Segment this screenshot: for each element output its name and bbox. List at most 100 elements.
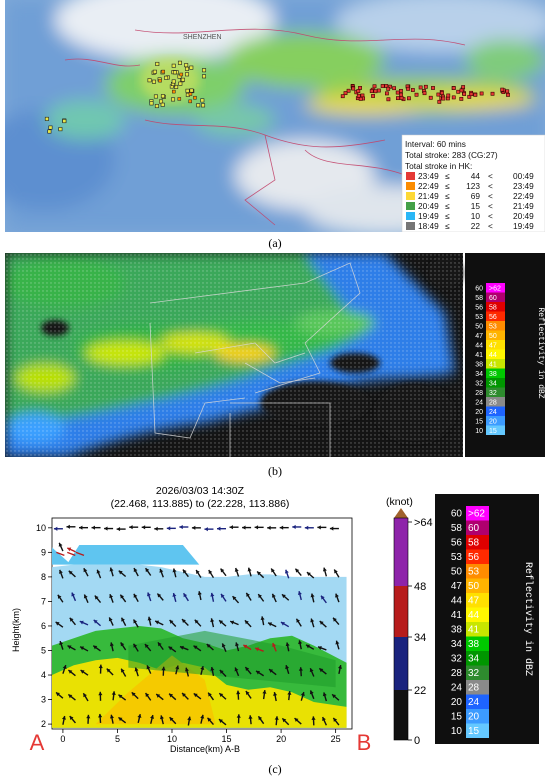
colorbar-b-high-label: 28 (489, 400, 497, 407)
lightning-stroke-marker (373, 89, 378, 94)
wind-arrow-head (319, 621, 324, 625)
wind-arrow (61, 715, 67, 725)
wind-arrow (320, 595, 327, 604)
wind-arrow-head (86, 714, 91, 719)
y-tick-label: 3 (41, 695, 46, 705)
colorbar-b-high-label: 15 (489, 428, 497, 435)
wind-arrow-head (235, 642, 240, 647)
colorbar-b-high-label: 41 (489, 362, 497, 369)
wind-arrow-head (194, 619, 199, 624)
wind-arrow-head (69, 617, 74, 622)
wind-arrow (257, 593, 265, 602)
colorbar-c-swatch (466, 665, 489, 680)
wind-arrow-head (83, 568, 88, 573)
wind-arrow-head (172, 593, 177, 597)
colorbar-b-high-label: 47 (489, 343, 497, 350)
colorbar-c-high-label: 60 (468, 523, 480, 534)
colorbar-c-low-label: 60 (451, 509, 463, 520)
wind-arrow-head (175, 665, 180, 670)
wind-arrow-head (262, 690, 267, 694)
wind-arrow-head (55, 621, 60, 626)
wind-arrow (184, 667, 190, 677)
lightning-stroke-marker (154, 104, 159, 109)
wind-arrow (210, 592, 215, 602)
colorbar-b-low-label: 10 (475, 428, 483, 435)
wind-arrow-head (61, 715, 67, 720)
wind-arrow (62, 664, 67, 674)
wind-arrow-head (98, 664, 103, 669)
wind-arrow (120, 642, 127, 651)
legend-le: ≤ (445, 181, 450, 191)
wind-arrow (92, 645, 101, 652)
wind-arrow (179, 524, 189, 530)
colorbar-c-low-label: 38 (451, 625, 463, 636)
colorbar-b-low-label: 20 (475, 409, 483, 416)
wind-arrow (310, 593, 315, 603)
wind-arrow-head (104, 526, 108, 531)
colorbar-b-high-label: 20 (489, 419, 497, 426)
wind-arrow-head (109, 714, 114, 719)
wind-arrow (242, 525, 252, 530)
colorbar-b-high-label: 44 (489, 352, 497, 359)
colorbar-c-low-label: 58 (451, 523, 463, 534)
colorbar-b-swatch (486, 425, 505, 435)
colorbar-c-swatch (466, 506, 489, 521)
wind-arrow (144, 567, 152, 576)
lightning-stroke-marker (479, 91, 484, 96)
wind-arrow-head (210, 667, 215, 671)
wind-arrow-head (329, 526, 334, 531)
wind-arrow-head (335, 593, 339, 598)
city-label: SHENZHEN (183, 34, 222, 41)
colorbar-c-high-label: 34 (468, 654, 480, 665)
wind-arrow (166, 526, 176, 531)
wind-arrow (254, 647, 264, 652)
legend-le: ≤ (445, 211, 450, 221)
wind-arrow (245, 690, 252, 699)
lightning-stroke-marker (440, 91, 444, 95)
colorbar-c-low-label: 50 (451, 567, 463, 578)
wind-arrow-head (236, 690, 241, 695)
wind-arrow (304, 525, 314, 530)
wind-arrow-head (230, 620, 235, 625)
wind-arrow (274, 716, 279, 726)
wind-arrow (247, 567, 252, 577)
wind-arrow-head (232, 596, 237, 601)
wind-arrow-head (66, 524, 70, 529)
wind-arrow-head (306, 644, 311, 649)
wind-arrow (147, 616, 152, 626)
wind-arrow (59, 640, 64, 650)
colorbar-c-bins: 60 >62 58 60 56 58 53 56 50 53 47 50 44 47 41 44 38 41 34 3… (451, 506, 489, 738)
wind-arrow (300, 691, 305, 701)
wind-arrow-head (218, 719, 223, 723)
wind-arrow (298, 640, 303, 650)
chart-title: 2026/03/03 14:30Z (156, 485, 245, 497)
wind-arrow-head (133, 643, 138, 648)
wind-arrow (154, 620, 164, 626)
panel-c: 2026/03/03 14:30Z (22.468, 113.885) to (… (5, 480, 545, 762)
wind-arrow-head (106, 668, 111, 673)
wind-arrow (181, 692, 189, 700)
colorbar-c-high-label: 24 (468, 697, 480, 708)
lightning-stroke-marker (149, 101, 154, 106)
wind-arrow (294, 568, 302, 576)
wind-arrow (55, 691, 64, 699)
reflectivity-area-cap (52, 544, 200, 565)
wind-arrow (285, 642, 290, 652)
colorbar-b-low-label: 34 (475, 371, 483, 378)
wind-arrow (67, 669, 76, 677)
colorbar-b-low-label: 47 (475, 333, 483, 340)
y-tick-label: 5 (41, 645, 46, 655)
wind-arrow (306, 571, 315, 579)
wind-arrow-head (255, 647, 260, 652)
cross-section-chart: 2026/03/03 14:30Z (22.468, 113.885) to (… (5, 480, 545, 762)
wind-arrow-head (57, 594, 62, 599)
colorbar-c-low-label: 24 (451, 683, 463, 694)
wind-arrow (168, 646, 177, 653)
legend-lt: < (488, 211, 493, 221)
wind-arrow (187, 716, 192, 726)
wind-arrow-head (319, 668, 324, 673)
lightning-stroke-marker (179, 72, 184, 77)
wind-arrow (169, 716, 177, 725)
wind-tick-label: >64 (414, 517, 433, 529)
wind-arrow (91, 525, 101, 530)
